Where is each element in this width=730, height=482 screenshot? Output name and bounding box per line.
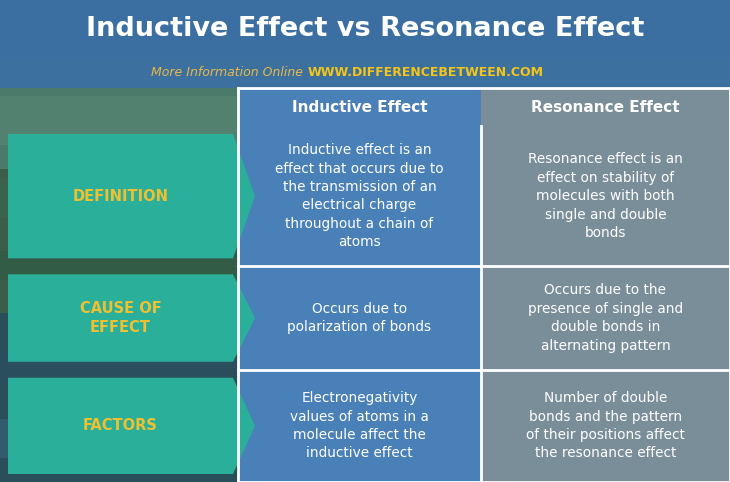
FancyBboxPatch shape <box>0 347 730 386</box>
FancyBboxPatch shape <box>0 0 730 58</box>
Text: More Information Online: More Information Online <box>151 67 303 80</box>
Text: Resonance Effect: Resonance Effect <box>531 99 680 115</box>
FancyBboxPatch shape <box>481 126 730 266</box>
Text: Electronegativity
values of atoms in a
molecule affect the
inductive effect: Electronegativity values of atoms in a m… <box>290 391 429 460</box>
FancyBboxPatch shape <box>0 0 730 169</box>
FancyBboxPatch shape <box>0 313 730 482</box>
FancyBboxPatch shape <box>481 370 730 482</box>
FancyBboxPatch shape <box>0 178 730 217</box>
FancyBboxPatch shape <box>0 251 730 280</box>
Text: CAUSE OF
EFFECT: CAUSE OF EFFECT <box>80 301 161 335</box>
FancyBboxPatch shape <box>238 370 481 482</box>
Text: Inductive Effect vs Resonance Effect: Inductive Effect vs Resonance Effect <box>86 16 644 42</box>
Text: Occurs due to
polarization of bonds: Occurs due to polarization of bonds <box>288 302 431 334</box>
Polygon shape <box>8 274 255 362</box>
Text: Inductive effect is an
effect that occurs due to
the transmission of an
electric: Inductive effect is an effect that occur… <box>275 143 444 249</box>
Polygon shape <box>8 378 255 474</box>
FancyBboxPatch shape <box>481 88 730 126</box>
Text: WWW.DIFFERENCEBETWEEN.COM: WWW.DIFFERENCEBETWEEN.COM <box>308 67 544 80</box>
FancyBboxPatch shape <box>0 96 730 145</box>
Text: Inductive Effect: Inductive Effect <box>292 99 427 115</box>
FancyBboxPatch shape <box>0 58 730 88</box>
FancyBboxPatch shape <box>238 88 481 126</box>
Text: FACTORS: FACTORS <box>83 418 158 433</box>
Text: DEFINITION: DEFINITION <box>72 188 169 204</box>
FancyBboxPatch shape <box>481 266 730 370</box>
Text: Resonance effect is an
effect on stability of
molecules with both
single and dou: Resonance effect is an effect on stabili… <box>528 152 683 240</box>
Text: Number of double
bonds and the pattern
of their positions affect
the resonance e: Number of double bonds and the pattern o… <box>526 391 685 460</box>
Text: Occurs due to the
presence of single and
double bonds in
alternating pattern: Occurs due to the presence of single and… <box>528 283 683 353</box>
Polygon shape <box>8 134 255 258</box>
FancyBboxPatch shape <box>0 169 730 313</box>
FancyBboxPatch shape <box>0 419 730 458</box>
FancyBboxPatch shape <box>238 266 481 370</box>
FancyBboxPatch shape <box>238 126 481 266</box>
